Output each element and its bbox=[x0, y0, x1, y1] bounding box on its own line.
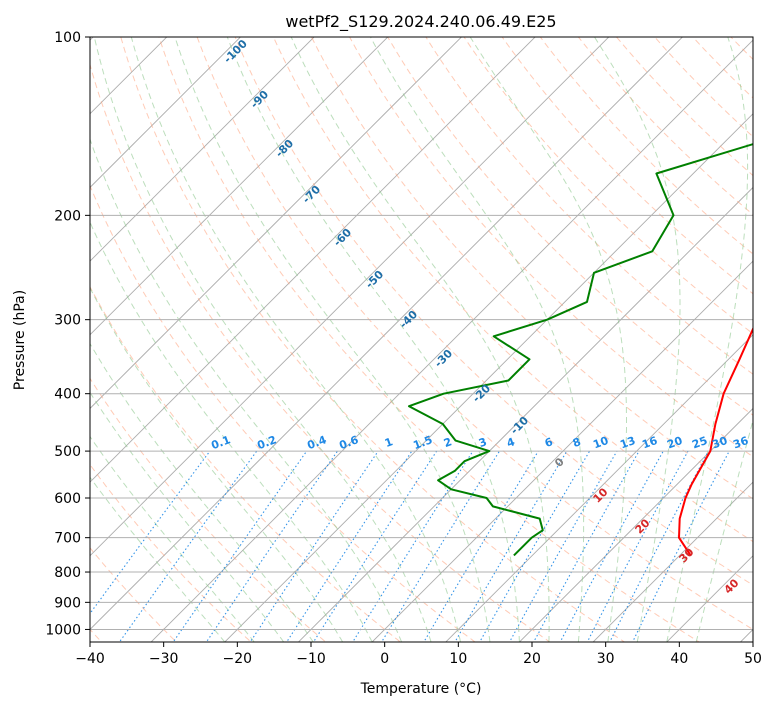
dry-adiabat-line bbox=[90, 547, 178, 642]
dry-adiabat-line bbox=[463, 37, 753, 335]
moist-adiabat-line bbox=[594, 37, 681, 642]
y-tick-label: 700 bbox=[54, 531, 81, 547]
x-tick-label: −20 bbox=[223, 651, 253, 667]
x-tick-label: 40 bbox=[670, 651, 688, 667]
isotherm-line bbox=[90, 37, 463, 410]
dry-adiabat-line bbox=[90, 463, 252, 642]
axis-ticks: −40 −30 −20 −10 0 10 20 30 40 5010020030040050060… bbox=[45, 30, 762, 667]
x-tick-label: 0 bbox=[380, 651, 389, 667]
mixing-ratio-label: 0.1 bbox=[209, 433, 232, 452]
y-tick-label: 400 bbox=[54, 387, 81, 403]
dry-adiabat-line bbox=[90, 184, 476, 642]
y-tick-label: 800 bbox=[54, 565, 81, 581]
y-tick-label: 300 bbox=[54, 313, 81, 329]
mixing-ratio-label: 0.4 bbox=[305, 433, 328, 452]
mixing-ratio-label: 13 bbox=[618, 434, 637, 451]
mixing-ratio-label: 20 bbox=[665, 434, 684, 452]
chart-title: wetPf2_S129.2024.240.06.49.E25 bbox=[285, 12, 556, 32]
mixing-ratio-label: 2 bbox=[442, 435, 454, 450]
dry-adiabat-line bbox=[90, 285, 402, 642]
dry-adiabat-line bbox=[120, 37, 626, 642]
moist-adiabat-line bbox=[90, 137, 403, 642]
moist-adiabat-line bbox=[90, 476, 226, 642]
dry-adiabat-line bbox=[196, 37, 753, 630]
x-tick-label: 10 bbox=[449, 651, 467, 667]
isotherm-lines bbox=[90, 37, 753, 642]
x-tick-label: 30 bbox=[597, 651, 615, 667]
y-tick-label: 600 bbox=[54, 491, 81, 507]
x-axis-title: Temperature (°C) bbox=[360, 681, 482, 697]
isotherm-line bbox=[90, 37, 610, 557]
dry-adiabat-line bbox=[90, 377, 327, 642]
mixing-ratio-label: 30 bbox=[710, 434, 729, 452]
x-tick-label: 20 bbox=[523, 651, 541, 667]
dry-adiabat-line bbox=[90, 62, 551, 642]
isotherm-line bbox=[90, 37, 684, 631]
y-tick-label: 900 bbox=[54, 595, 81, 611]
mixing-ratio-label: 16 bbox=[640, 434, 659, 452]
moist-adiabat-line bbox=[90, 391, 285, 642]
moist-adiabat-line bbox=[90, 286, 344, 642]
mixing-ratio-label: 36 bbox=[731, 434, 750, 452]
moist-adiabat-line bbox=[90, 435, 255, 642]
y-tick-label: 500 bbox=[54, 444, 81, 460]
dry-adiabat-line bbox=[158, 37, 701, 642]
moist-adiabat-lines bbox=[90, 37, 753, 642]
mixing-ratio-label: 8 bbox=[571, 435, 583, 450]
mixing-ratio-label: 1 bbox=[383, 435, 395, 450]
x-tick-label: 50 bbox=[744, 651, 762, 667]
moist-adiabat-line bbox=[174, 37, 491, 642]
dry-adiabat-line bbox=[310, 37, 753, 500]
mixing-ratio-label: 4 bbox=[505, 435, 517, 450]
isotherm-line bbox=[90, 37, 389, 336]
y-tick-label: 100 bbox=[54, 30, 81, 46]
temperature-profile-line bbox=[678, 326, 753, 556]
mixing-ratio-label: 3 bbox=[477, 435, 489, 450]
mixing-ratio-label: 0.2 bbox=[255, 433, 278, 452]
isotherm-line bbox=[297, 186, 753, 642]
moist-adiabat-line bbox=[290, 37, 550, 642]
moist-adiabat-line bbox=[130, 37, 461, 642]
isobar-grid bbox=[90, 37, 753, 630]
mixing-ratio-label: 1.5 bbox=[411, 433, 434, 452]
dry-adiabat-line bbox=[425, 37, 753, 375]
plot-frame bbox=[89, 36, 754, 643]
moist-adiabat-line bbox=[370, 37, 585, 642]
moist-adiabat-line bbox=[93, 37, 432, 642]
y-tick-label: 200 bbox=[54, 208, 81, 224]
y-tick-label: 1000 bbox=[45, 622, 81, 638]
moist-adiabat-line bbox=[90, 220, 373, 642]
mixing-ratio-label: 6 bbox=[543, 435, 555, 450]
moist-adiabat-line bbox=[90, 342, 314, 642]
sounding-profiles bbox=[408, 143, 753, 557]
isotherm-line bbox=[90, 37, 242, 189]
x-tick-label: −10 bbox=[296, 651, 326, 667]
dewpoint-profile-line bbox=[408, 143, 753, 557]
mixing-ratio-label: 25 bbox=[690, 434, 709, 451]
moist-adiabat-line bbox=[666, 37, 749, 642]
mixing-ratio-label: 10 bbox=[591, 434, 610, 452]
moist-adiabat-line bbox=[695, 418, 753, 642]
y-axis-title: Pressure (hPa) bbox=[12, 290, 28, 390]
isotherm-line bbox=[518, 407, 753, 642]
mixing-ratio-label: 0.6 bbox=[337, 433, 360, 452]
isotherm-line bbox=[224, 113, 753, 642]
isotherm-line bbox=[371, 260, 753, 642]
isotherm-line bbox=[150, 39, 753, 642]
x-tick-label: −30 bbox=[149, 651, 179, 667]
x-tick-label: −40 bbox=[75, 651, 105, 667]
moist-adiabat-line bbox=[469, 37, 627, 642]
moist-adiabat-line bbox=[226, 37, 520, 642]
isotherm-line bbox=[90, 37, 536, 483]
isotherm-line bbox=[90, 37, 315, 262]
